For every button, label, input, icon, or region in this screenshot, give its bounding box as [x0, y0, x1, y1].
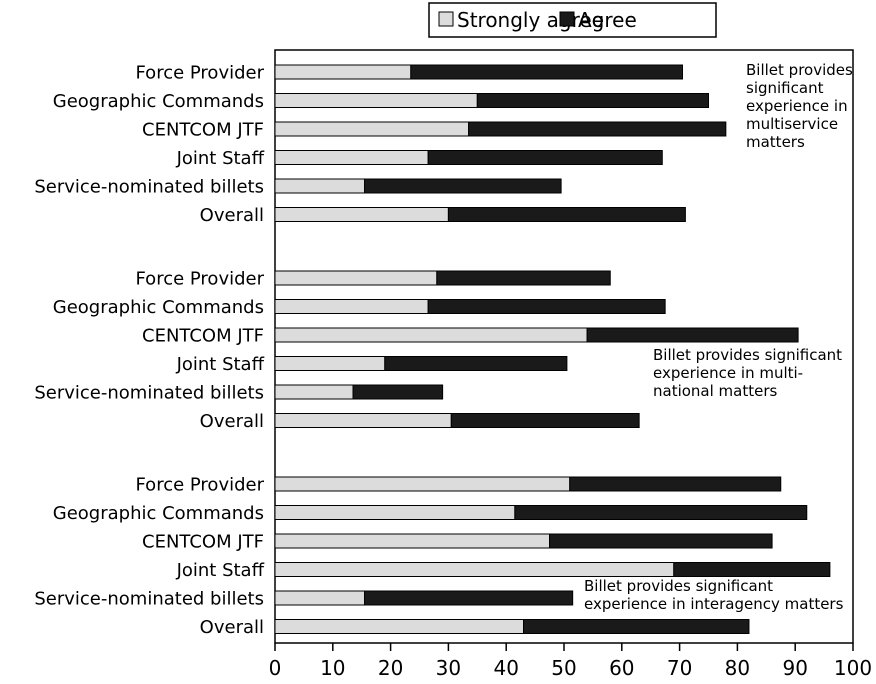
bar-agree: [364, 590, 574, 606]
bar-agree: [450, 413, 640, 428]
x-tick-label: 80: [725, 656, 750, 680]
category-label: Geographic Commands: [53, 503, 264, 524]
group-annotation: Billet provides significant experience in…: [584, 577, 844, 613]
category-label: Force Provider: [135, 475, 264, 496]
annotations: Billet provides significant experience in m…: [584, 61, 853, 613]
x-axis: 0 10 20 30 40 50 60 70 80 90 100: [269, 643, 872, 680]
bar-strongly-agree: [274, 150, 429, 165]
bar-agree: [549, 533, 773, 549]
x-tick-label: 0: [269, 656, 282, 680]
category-label: Geographic Commands: [53, 91, 264, 112]
category-label: Service-nominated billets: [34, 589, 264, 610]
bar-strongly-agree: [274, 562, 675, 577]
category-label: Force Provider: [135, 63, 264, 84]
category-label: Joint Staff: [176, 560, 265, 581]
bar-strongly-agree: [274, 619, 525, 634]
bar-agree: [569, 476, 782, 492]
bar-agree: [523, 619, 750, 634]
bar-strongly-agree: [274, 356, 386, 371]
bar-agree: [468, 121, 727, 137]
x-tick-label: 20: [378, 656, 403, 680]
category-label: Force Provider: [135, 269, 264, 290]
bar-agree: [427, 299, 666, 314]
bars: [274, 64, 831, 634]
category-label: Joint Staff: [176, 148, 265, 169]
bar-agree: [427, 150, 663, 165]
category-label: Joint Staff: [176, 354, 265, 375]
bar-agree: [436, 270, 611, 286]
bar-agree: [673, 562, 831, 577]
bar-strongly-agree: [274, 121, 470, 137]
x-tick-label: 10: [320, 656, 345, 680]
category-label: Overall: [200, 617, 264, 638]
bar-strongly-agree: [274, 590, 366, 606]
bar-strongly-agree: [274, 299, 429, 314]
category-label: CENTCOM JTF: [142, 326, 264, 347]
category-label: Service-nominated billets: [34, 383, 264, 404]
bar-strongly-agree: [274, 64, 412, 80]
legend-swatch: [438, 11, 454, 27]
bar-strongly-agree: [274, 207, 449, 222]
bar-strongly-agree: [274, 533, 551, 549]
category-labels: Force Provider Geographic Commands CENTCOM…: [34, 63, 264, 639]
bar-agree: [352, 384, 444, 400]
x-tick-label: 60: [609, 656, 634, 680]
bar-strongly-agree: [274, 384, 354, 400]
legend-swatch: [559, 11, 575, 27]
x-tick-label: 30: [436, 656, 461, 680]
category-label: Overall: [200, 205, 264, 226]
category-label: Overall: [200, 411, 264, 432]
x-tick-label: 50: [551, 656, 576, 680]
bar-agree: [384, 356, 568, 371]
x-tick-label: 70: [667, 656, 692, 680]
bar-agree: [364, 178, 562, 194]
x-tick-label: 90: [782, 656, 807, 680]
bar-agree: [514, 505, 808, 520]
bar-agree: [410, 64, 683, 80]
bar-strongly-agree: [274, 93, 478, 108]
bar-strongly-agree: [274, 476, 571, 492]
bar-strongly-agree: [274, 505, 516, 520]
legend-label: Strongly agree: [457, 8, 604, 32]
bar-agree: [447, 207, 686, 222]
bar-strongly-agree: [274, 413, 452, 428]
bar-strongly-agree: [274, 270, 438, 286]
x-tick-label: 100: [834, 656, 872, 680]
category-label: Geographic Commands: [53, 297, 264, 318]
x-tick-label: 40: [493, 656, 518, 680]
legend-label: Agree: [578, 8, 637, 32]
bar-agree: [476, 93, 709, 108]
bar-agree: [586, 327, 799, 343]
bar-strongly-agree: [274, 327, 588, 343]
category-label: CENTCOM JTF: [142, 120, 264, 141]
group-annotation: Billet provides significant experience in m…: [746, 61, 853, 151]
category-label: Service-nominated billets: [34, 177, 264, 198]
group-annotation: Billet provides significant experience in…: [653, 346, 842, 400]
category-label: CENTCOM JTF: [142, 532, 264, 553]
bar-strongly-agree: [274, 178, 366, 194]
